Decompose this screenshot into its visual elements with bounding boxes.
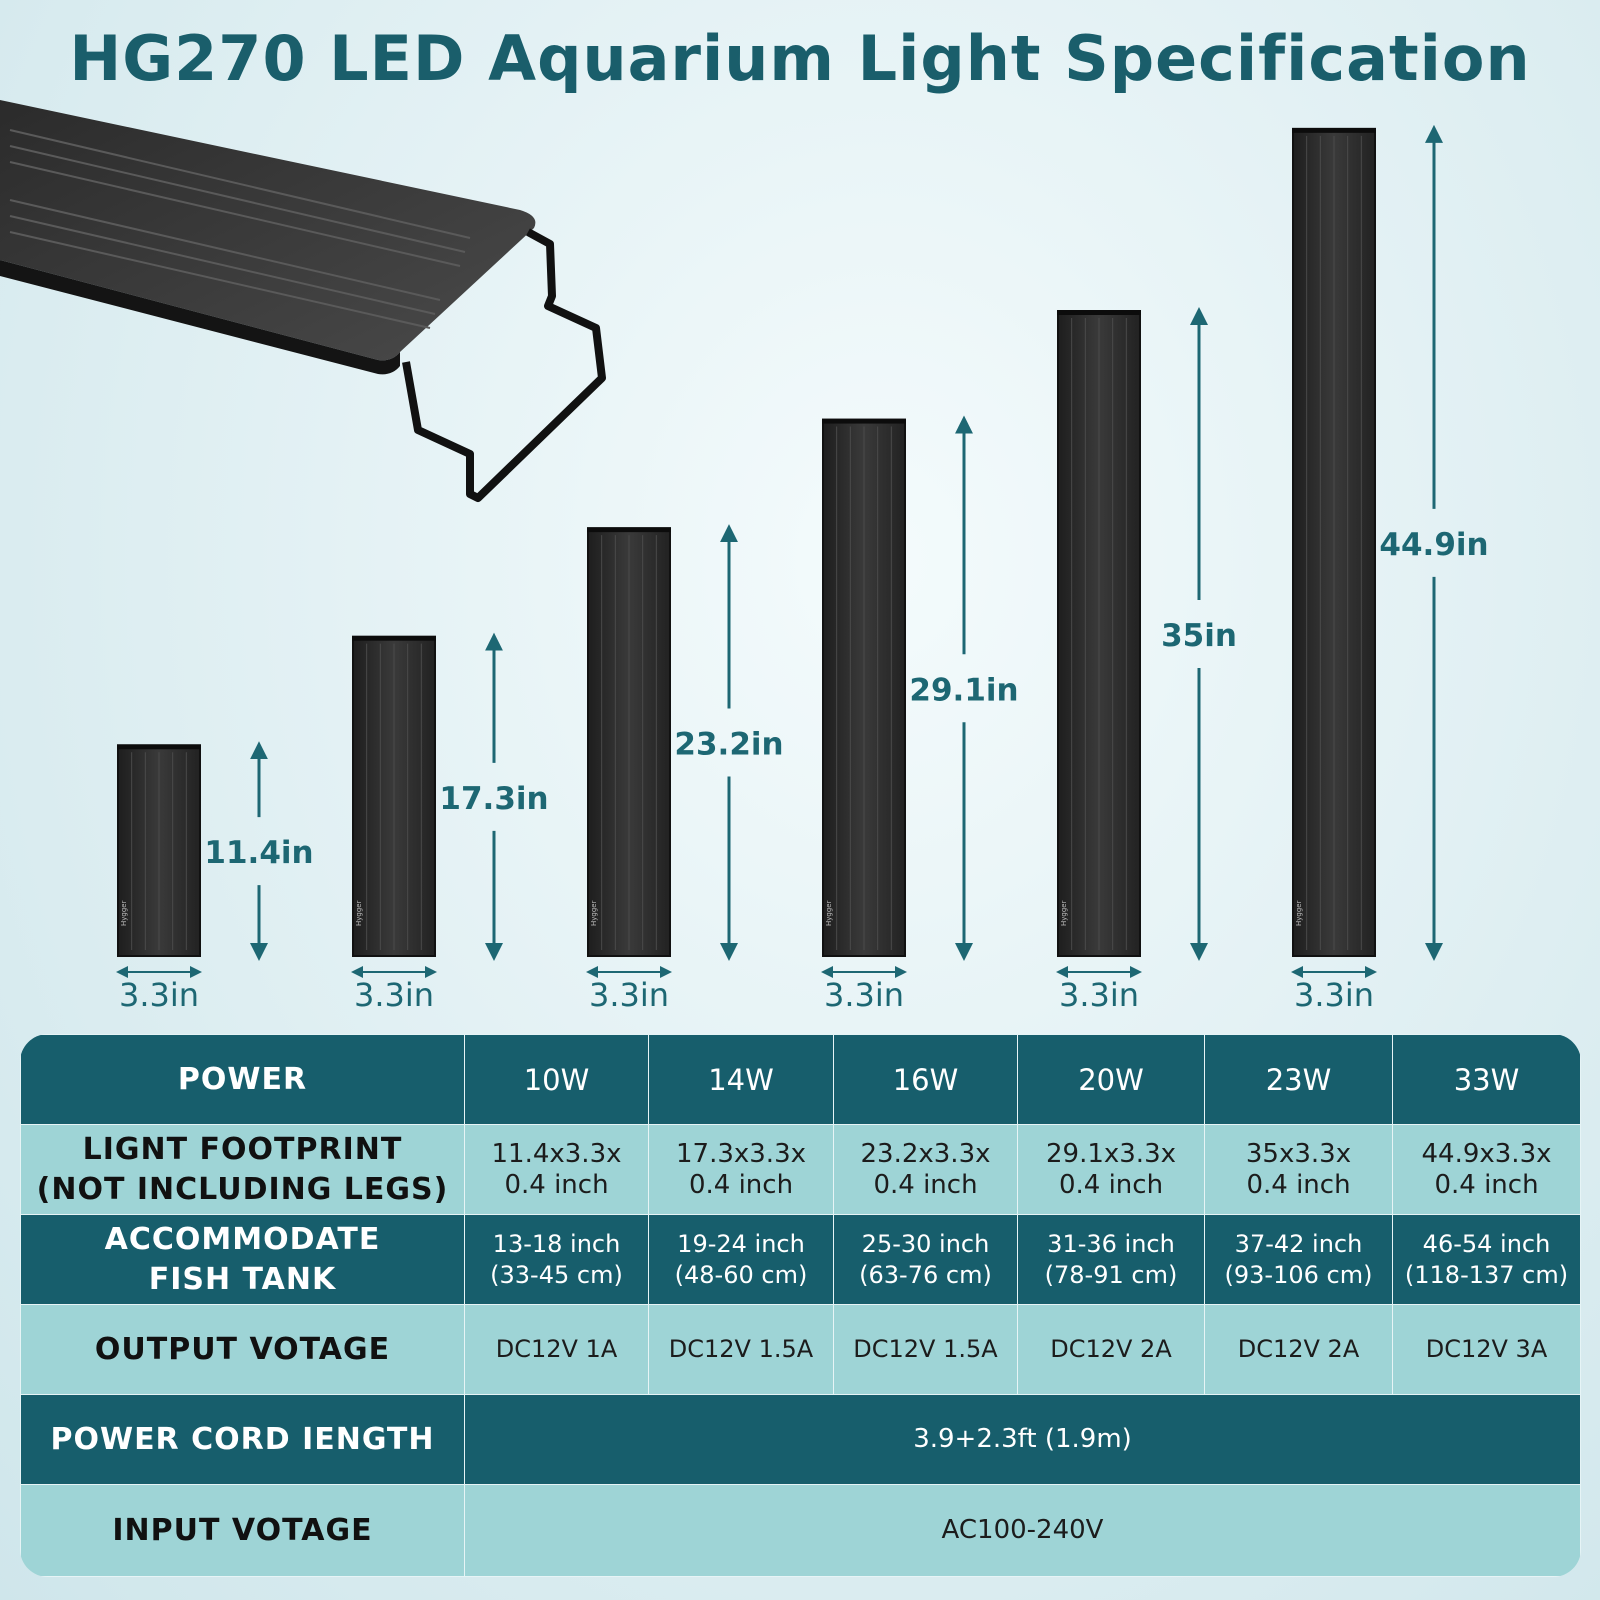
input-row: INPUT VOTAGE AC100-240V <box>20 1484 1581 1577</box>
output-cell: DC12V 1.5A <box>833 1304 1018 1395</box>
footprint-line2: 0.4 inch <box>873 1169 978 1200</box>
footprint-cell: 44.9x3.3x 0.4 inch <box>1392 1124 1581 1215</box>
tank-line1: 37-42 inch <box>1234 1229 1363 1258</box>
tank-cell: 19-24 inch (48-60 cm) <box>648 1214 834 1305</box>
width-label: 3.3in <box>589 976 669 1014</box>
spec-table: POWER 10W 14W 16W 20W 23W 33W LIGNT FOOT… <box>20 1034 1581 1577</box>
length-label: 17.3in <box>439 781 548 817</box>
footprint-line1: 29.1x3.3x <box>1045 1138 1176 1169</box>
footprint-line1: 17.3x3.3x <box>675 1138 806 1169</box>
power-cell: 20W <box>1017 1034 1205 1125</box>
tank-cell: 31-36 inch (78-91 cm) <box>1017 1214 1205 1305</box>
footprint-cell: 35x3.3x 0.4 inch <box>1204 1124 1393 1215</box>
output-header: OUTPUT VOTAGE <box>20 1304 465 1395</box>
width-label: 3.3in <box>1294 976 1374 1014</box>
length-label: 23.2in <box>674 727 783 763</box>
width-label: 3.3in <box>1059 976 1139 1014</box>
footprint-line1: 11.4x3.3x <box>491 1138 622 1169</box>
power-cell: 33W <box>1392 1034 1581 1125</box>
footprint-header: LIGNT FOOTPRINT (NOT INCLUDING LEGS) <box>20 1124 465 1215</box>
output-cell: DC12V 1.5A <box>648 1304 834 1395</box>
tank-cell: 46-54 inch (118-137 cm) <box>1392 1214 1581 1305</box>
footprint-line1: 44.9x3.3x <box>1421 1138 1552 1169</box>
brand-logo: Hygger <box>590 900 598 926</box>
input-header: INPUT VOTAGE <box>20 1484 465 1577</box>
length-label: 35in <box>1161 618 1237 654</box>
input-cell: AC100-240V <box>464 1484 1581 1577</box>
length-label: 11.4in <box>204 835 313 871</box>
cord-cell: 3.9+2.3ft (1.9m) <box>464 1394 1581 1485</box>
power-row: POWER 10W 14W 16W 20W 23W 33W <box>20 1034 1581 1125</box>
light-bar-cap <box>117 744 201 750</box>
tank-cell: 25-30 inch (63-76 cm) <box>833 1214 1018 1305</box>
light-size-diagram: Hygger 11.4in 3.3in Hygger 17.3in 3.3in Hygger… <box>0 100 1489 1014</box>
footprint-line2: 0.4 inch <box>504 1169 609 1200</box>
width-label: 3.3in <box>354 976 434 1014</box>
width-label: 3.3in <box>119 976 199 1014</box>
page-title: HG270 LED Aquarium Light Specification <box>69 22 1531 95</box>
footprint-line2: 0.4 inch <box>1246 1169 1351 1200</box>
tank-header-line1: ACCOMMODATE <box>104 1221 381 1257</box>
footprint-line2: 0.4 inch <box>1434 1169 1539 1200</box>
power-cell: 14W <box>648 1034 834 1125</box>
power-cell: 23W <box>1204 1034 1393 1125</box>
footprint-cell: 23.2x3.3x 0.4 inch <box>833 1124 1018 1215</box>
footprint-line1: 23.2x3.3x <box>860 1138 991 1169</box>
output-cell: DC12V 1A <box>464 1304 649 1395</box>
footprint-header-line1: LIGNT FOOTPRINT <box>82 1131 403 1167</box>
footprint-row: LIGNT FOOTPRINT (NOT INCLUDING LEGS) 11.… <box>20 1124 1581 1215</box>
brand-logo: Hygger <box>1295 900 1303 926</box>
brand-logo: Hygger <box>825 900 833 926</box>
tank-line2: (33-45 cm) <box>490 1260 623 1289</box>
footprint-line1: 35x3.3x <box>1245 1138 1352 1169</box>
footprint-cell: 17.3x3.3x 0.4 inch <box>648 1124 834 1215</box>
footprint-line2: 0.4 inch <box>688 1169 794 1200</box>
output-cell: DC12V 2A <box>1204 1304 1393 1395</box>
tank-line1: 25-30 inch <box>861 1229 990 1258</box>
tank-line1: 19-24 inch <box>677 1229 805 1258</box>
tank-cell: 37-42 inch (93-106 cm) <box>1204 1214 1393 1305</box>
tank-line2: (118-137 cm) <box>1404 1260 1569 1289</box>
tank-line1: 46-54 inch <box>1422 1229 1551 1258</box>
power-cell: 10W <box>464 1034 649 1125</box>
output-cell: DC12V 2A <box>1017 1304 1205 1395</box>
length-label: 29.1in <box>909 672 1018 708</box>
tank-line2: (48-60 cm) <box>674 1260 808 1289</box>
cord-header: POWER CORD IENGTH <box>20 1394 465 1485</box>
footprint-header-line2: (NOT INCLUDING LEGS) <box>36 1171 449 1207</box>
tank-header-line2: FISH TANK <box>148 1261 337 1297</box>
cord-row: POWER CORD IENGTH 3.9+2.3ft (1.9m) <box>20 1394 1581 1485</box>
brand-logo: Hygger <box>120 900 128 926</box>
output-cell: DC12V 3A <box>1392 1304 1581 1395</box>
footprint-line2: 0.4 inch <box>1058 1169 1164 1200</box>
light-bar-cap <box>1057 310 1141 315</box>
power-header: POWER <box>20 1034 465 1125</box>
light-bar-cap <box>822 418 906 424</box>
tank-line1: 31-36 inch <box>1047 1229 1175 1258</box>
output-row: OUTPUT VOTAGE DC12V 1A DC12V 1.5A DC12V … <box>20 1304 1581 1395</box>
footprint-cell: 11.4x3.3x 0.4 inch <box>464 1124 649 1215</box>
brand-logo: Hygger <box>1060 900 1068 926</box>
tank-line2: (63-76 cm) <box>859 1260 992 1289</box>
brand-logo: Hygger <box>355 900 363 926</box>
power-cell: 16W <box>833 1034 1018 1125</box>
footprint-cell: 29.1x3.3x 0.4 inch <box>1017 1124 1205 1215</box>
tank-line2: (78-91 cm) <box>1044 1260 1178 1289</box>
hero-light-image <box>0 100 606 502</box>
tank-header: ACCOMMODATE FISH TANK <box>20 1214 465 1305</box>
width-label: 3.3in <box>824 976 904 1014</box>
length-label: 44.9in <box>1379 527 1488 563</box>
light-bar-cap <box>587 527 671 533</box>
light-bar-cap <box>352 635 436 641</box>
tank-line1: 13-18 inch <box>492 1229 621 1258</box>
light-bar-cap <box>1292 127 1376 133</box>
tank-cell: 13-18 inch (33-45 cm) <box>464 1214 649 1305</box>
tank-row: ACCOMMODATE FISH TANK 13-18 inch (33-45 c… <box>20 1214 1581 1305</box>
tank-line2: (93-106 cm) <box>1224 1260 1373 1289</box>
